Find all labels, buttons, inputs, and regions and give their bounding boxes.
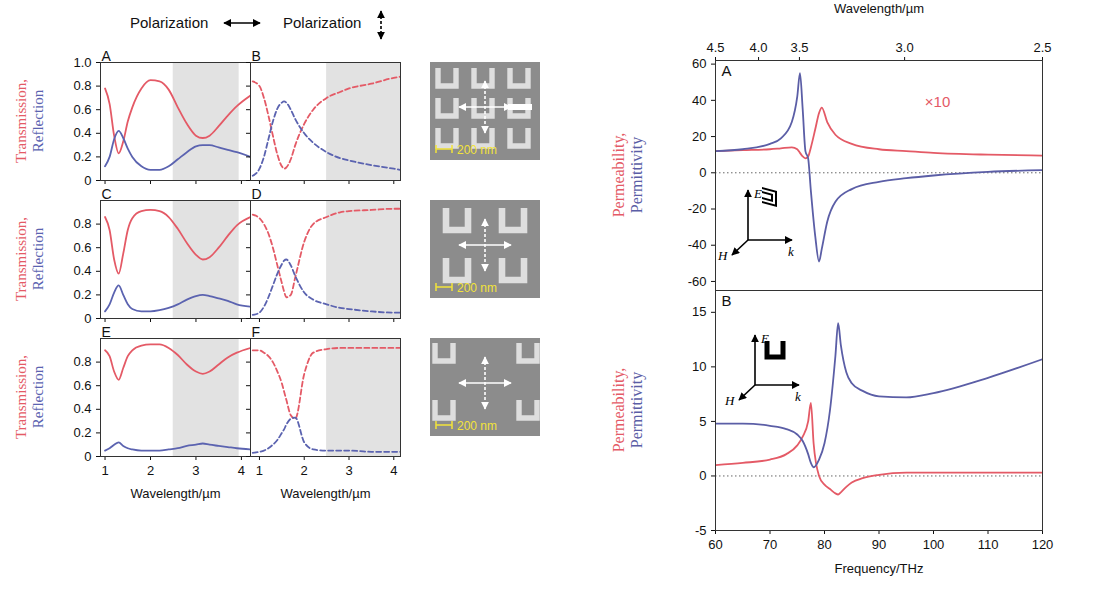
svg-text:2.5: 2.5	[1033, 40, 1051, 55]
svg-text:-60: -60	[688, 274, 707, 289]
svg-text:5: 5	[699, 414, 706, 429]
svg-text:4.0: 4.0	[750, 40, 768, 55]
html-text:Reflection: Reflection	[30, 89, 46, 153]
svg-text:40: 40	[692, 93, 706, 108]
svg-text:F: F	[252, 324, 261, 340]
svg-text:-40: -40	[688, 237, 707, 252]
svg-text:0.6: 0.6	[73, 378, 91, 393]
svg-text:1: 1	[101, 463, 108, 478]
svg-text:Wavelength/µm: Wavelength/µm	[130, 486, 220, 501]
svg-text:20: 20	[692, 129, 706, 144]
svg-text:Wavelength/µm: Wavelength/µm	[280, 486, 370, 501]
svg-text:0.2: 0.2	[73, 149, 91, 164]
html-text:Permittivity: Permittivity	[628, 136, 645, 214]
svg-text:2: 2	[147, 463, 154, 478]
svg-text:0.4: 0.4	[73, 263, 91, 278]
svg-text:B: B	[722, 292, 732, 309]
svg-text:-20: -20	[688, 201, 707, 216]
svg-text:15: 15	[692, 304, 706, 319]
svg-text:4: 4	[390, 463, 397, 478]
svg-text:0: 0	[84, 311, 91, 326]
html-text:Permeability,: Permeability,	[610, 132, 627, 218]
svg-text:200 nm: 200 nm	[457, 143, 497, 157]
svg-text:0.2: 0.2	[73, 425, 91, 440]
svg-text:0.8: 0.8	[73, 78, 91, 93]
svg-text:120: 120	[1032, 537, 1054, 552]
svg-text:110: 110	[978, 537, 999, 552]
svg-text:E: E	[753, 186, 762, 201]
svg-text:200 nm: 200 nm	[457, 419, 497, 433]
svg-text:B: B	[252, 48, 261, 64]
svg-text:0.8: 0.8	[73, 354, 91, 369]
svg-text:100: 100	[923, 537, 945, 552]
svg-text:3: 3	[345, 463, 352, 478]
svg-text:A: A	[102, 48, 112, 64]
svg-text:C: C	[102, 186, 112, 202]
svg-text:1.0: 1.0	[73, 55, 91, 70]
svg-text:Polarization: Polarization	[283, 14, 361, 31]
svg-text:Frequency/THz: Frequency/THz	[835, 561, 924, 576]
svg-text:10: 10	[692, 359, 706, 374]
svg-text:4.5: 4.5	[706, 40, 724, 55]
svg-text:A: A	[722, 62, 732, 79]
svg-text:Polarization: Polarization	[130, 14, 208, 31]
svg-text:0.6: 0.6	[73, 102, 91, 117]
svg-text:60: 60	[708, 537, 722, 552]
svg-text:H: H	[724, 393, 735, 408]
svg-text:0.4: 0.4	[73, 125, 91, 140]
svg-text:Wavelength/µm: Wavelength/µm	[834, 1, 924, 16]
svg-text:1: 1	[256, 463, 263, 478]
svg-text:0: 0	[84, 449, 91, 464]
html-text:Transmission,: Transmission,	[13, 79, 29, 163]
svg-text:-5: -5	[695, 523, 707, 538]
svg-text:E: E	[102, 324, 111, 340]
svg-text:0.2: 0.2	[73, 287, 91, 302]
svg-text:D: D	[252, 186, 262, 202]
svg-text:4: 4	[238, 463, 245, 478]
svg-text:0.4: 0.4	[73, 401, 91, 416]
html-text:Permeability,: Permeability,	[610, 367, 627, 453]
svg-text:3.5: 3.5	[790, 40, 808, 55]
html-text:Reflection: Reflection	[30, 365, 46, 429]
svg-text:0.8: 0.8	[73, 216, 91, 231]
svg-text:H: H	[717, 248, 728, 263]
svg-text:90: 90	[872, 537, 886, 552]
svg-text:200 nm: 200 nm	[457, 281, 497, 295]
svg-text:3.0: 3.0	[896, 40, 914, 55]
svg-text:0: 0	[84, 173, 91, 188]
svg-text:0.6: 0.6	[73, 240, 91, 255]
svg-text:60: 60	[692, 56, 706, 71]
svg-text:×10: ×10	[925, 93, 950, 110]
svg-text:E: E	[760, 331, 769, 346]
html-text:Permittivity: Permittivity	[628, 371, 645, 449]
svg-text:70: 70	[763, 537, 777, 552]
html-text:Transmission,: Transmission,	[13, 217, 29, 301]
svg-text:0: 0	[699, 468, 706, 483]
svg-text:3: 3	[192, 463, 199, 478]
svg-text:80: 80	[817, 537, 831, 552]
svg-text:2: 2	[301, 463, 308, 478]
html-text:Reflection: Reflection	[30, 227, 46, 291]
svg-text:0: 0	[699, 165, 706, 180]
html-text:Transmission,: Transmission,	[13, 355, 29, 439]
svg-text:k: k	[788, 244, 794, 259]
svg-text:k: k	[795, 389, 801, 404]
